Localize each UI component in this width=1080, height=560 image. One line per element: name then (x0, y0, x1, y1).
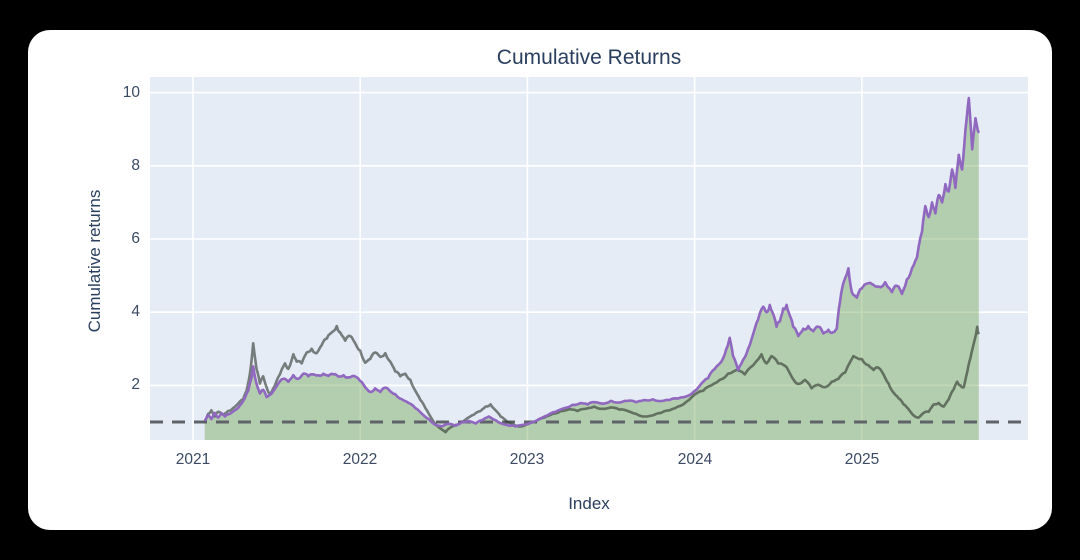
x-tick-label: 2023 (509, 451, 545, 468)
y-tick-label: 10 (122, 84, 140, 101)
purple-series-line[interactable] (203, 96, 981, 428)
cumulative-returns-plot[interactable] (28, 30, 1052, 530)
y-tick-label: 8 (131, 157, 140, 174)
x-tick-label: 2022 (342, 451, 378, 468)
x-tick-label: 2025 (844, 451, 880, 468)
x-tick-label: 2021 (175, 451, 211, 468)
y-tick-label: 4 (131, 303, 140, 320)
y-tick-label: 2 (131, 376, 140, 393)
x-axis-title: Index (568, 494, 610, 513)
y-axis-title: Cumulative returns (85, 189, 104, 333)
green-area-fill (204, 98, 979, 440)
chart-title: Cumulative Returns (496, 46, 682, 69)
y-tick-label: 6 (131, 230, 140, 247)
x-tick-label: 2024 (677, 451, 713, 468)
chart-card: Cumulative Returns 2 4 6 8 10 2021 2022 … (28, 30, 1052, 530)
